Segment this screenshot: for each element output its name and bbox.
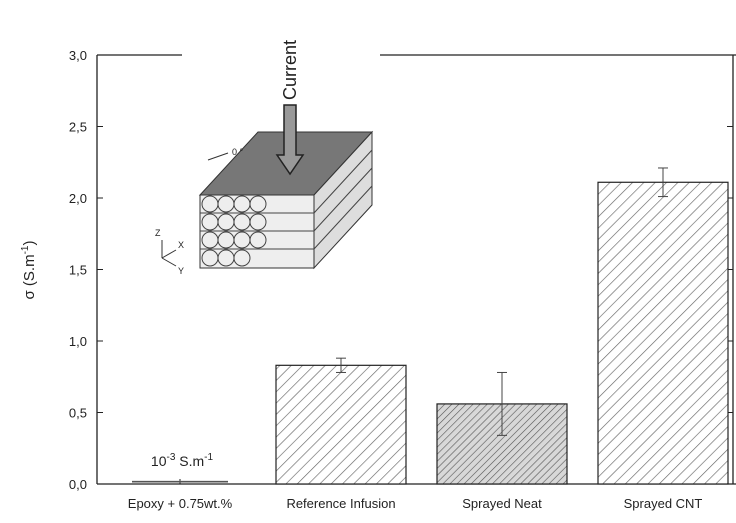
- x-tick-label: Sprayed Neat: [462, 496, 542, 511]
- x-tick-label: Epoxy + 0.75wt.%: [128, 496, 233, 511]
- y-tick-label: 0,0: [69, 477, 87, 492]
- y-tick-label: 3,0: [69, 48, 87, 63]
- annotation: 10-3 S.m-1: [151, 452, 214, 469]
- y-tick-label: 2,5: [69, 120, 87, 135]
- bar: [132, 481, 228, 483]
- inset-axis: X: [178, 240, 184, 250]
- bar: [276, 365, 406, 484]
- y-tick-label: 1,5: [69, 263, 87, 278]
- inset-axis: Y: [178, 266, 184, 276]
- inset-angle: 0 °: [232, 147, 244, 157]
- y-axis-label: σ (S.m-1): [20, 241, 38, 300]
- x-tick-label: Reference Infusion: [286, 496, 395, 511]
- chart: Current 0 ° Z X Y σ (S.m-1) 10-3 S.m-1 0…: [0, 0, 736, 518]
- inset-axis: Z: [155, 228, 161, 238]
- bar: [598, 182, 728, 484]
- y-tick-label: 1,0: [69, 334, 87, 349]
- inset-arrow-label: Current: [280, 40, 300, 100]
- x-tick-label: Sprayed CNT: [624, 496, 703, 511]
- y-tick-label: 0,5: [69, 406, 87, 421]
- y-tick-label: 2,0: [69, 191, 87, 206]
- inset: Current 0 ° Z X Y: [155, 40, 372, 276]
